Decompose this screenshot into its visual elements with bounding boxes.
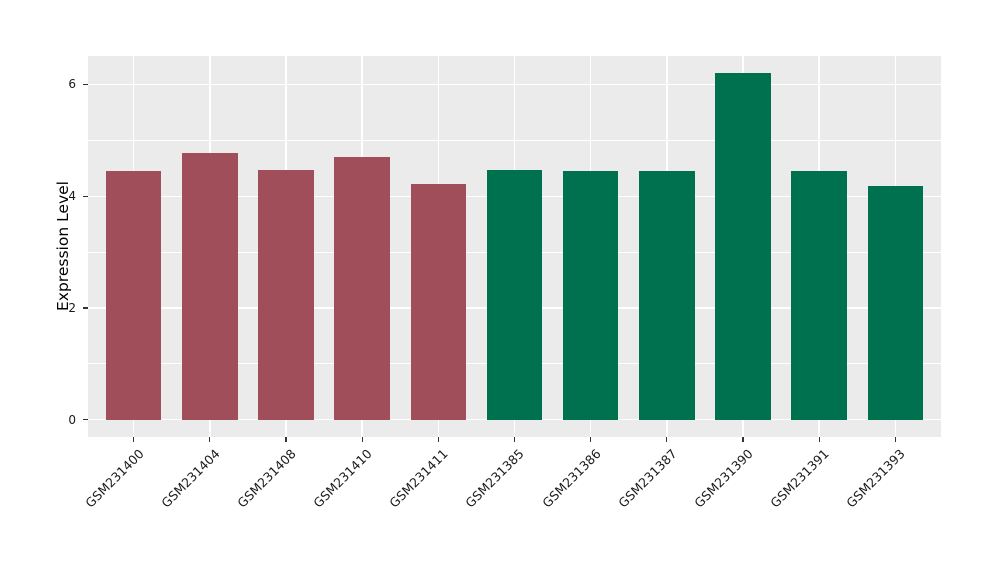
y-tick-label: 4 <box>68 189 76 204</box>
y-tick-label: 6 <box>68 77 76 92</box>
y-tick-mark <box>83 195 88 197</box>
y-tick-mark <box>83 83 88 86</box>
x-tick-label: GSM231410 <box>310 446 375 511</box>
y-tick-label: 0 <box>68 412 76 427</box>
bar-GSM231386 <box>562 171 619 420</box>
y-tick-mark <box>83 307 88 309</box>
x-tick-label: GSM231408 <box>234 446 299 511</box>
x-tick-label: GSM231387 <box>614 446 680 511</box>
x-tick-label: GSM231411 <box>386 446 451 511</box>
bar-GSM231385 <box>486 169 543 420</box>
x-tick-mark <box>361 437 363 442</box>
bar-GSM231391 <box>791 171 847 420</box>
y-tick-mark <box>83 419 88 421</box>
x-tick-mark <box>742 437 744 442</box>
x-tick-mark <box>437 437 439 442</box>
bar-GSM231404 <box>182 152 238 420</box>
x-tick-mark <box>285 437 287 442</box>
bar-GSM231387 <box>639 171 695 420</box>
x-tick-mark <box>894 437 896 442</box>
x-tick-label: GSM231390 <box>691 446 756 511</box>
x-tick-label: GSM231386 <box>538 446 604 511</box>
x-tick-label: GSM231404 <box>158 446 223 511</box>
x-tick-mark <box>818 437 820 442</box>
x-tick-label: GSM231385 <box>462 446 528 511</box>
bar-GSM231393 <box>867 186 924 420</box>
x-tick-mark <box>209 437 211 442</box>
bar-GSM231411 <box>410 183 467 420</box>
bar-GSM231410 <box>334 157 390 420</box>
x-tick-label: GSM231400 <box>81 446 147 511</box>
x-tick-mark <box>590 437 592 442</box>
bar-GSM231408 <box>258 169 314 420</box>
x-tick-label: GSM231393 <box>843 446 908 511</box>
x-tick-mark <box>133 437 135 442</box>
x-tick-label: GSM231391 <box>767 446 832 511</box>
x-tick-mark <box>666 437 668 442</box>
bar-GSM231390 <box>715 73 771 420</box>
y-tick-label: 2 <box>68 300 76 315</box>
bar-GSM231400 <box>105 171 162 420</box>
plot-panel <box>88 56 941 437</box>
x-tick-mark <box>513 437 516 442</box>
